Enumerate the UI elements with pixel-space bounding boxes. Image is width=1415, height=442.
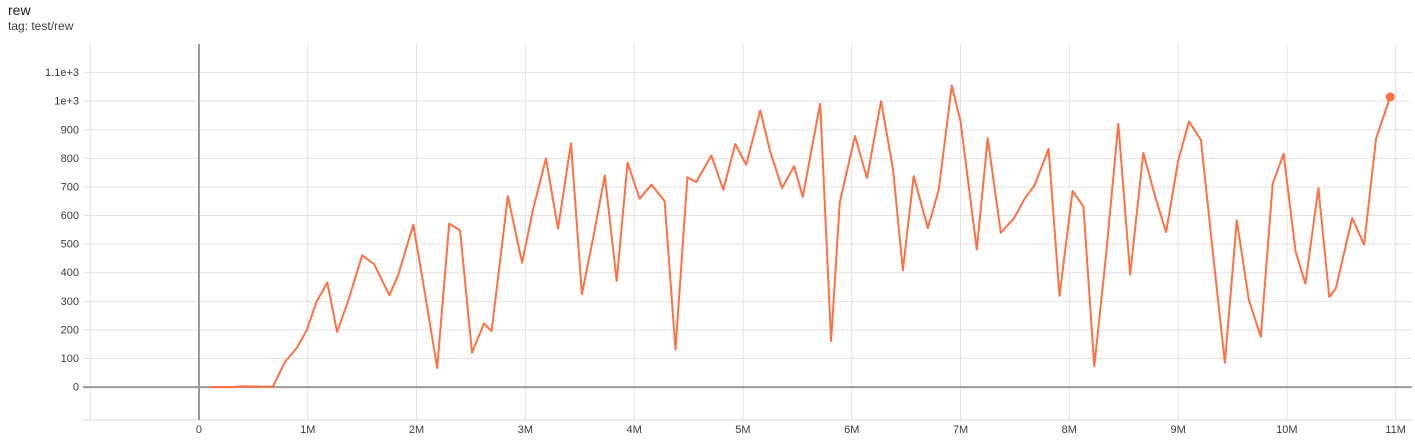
y-tick-label: 900: [61, 124, 79, 136]
y-tick-label: 600: [61, 210, 79, 222]
x-tick-label: 0: [196, 424, 202, 436]
series-line: [209, 84, 1392, 389]
x-tick-label: 3M: [518, 424, 533, 436]
y-tick-label: 300: [61, 296, 79, 308]
y-tick-label: 700: [61, 181, 79, 193]
y-tick-label: 1.1e+3: [45, 67, 79, 79]
x-tick-label: 10M: [1276, 424, 1297, 436]
chart-tag-subtitle: tag: test/rew: [8, 19, 74, 33]
y-tick-label: 500: [61, 239, 79, 251]
y-tick-label: 200: [61, 324, 79, 336]
x-tick-label: 5M: [735, 424, 750, 436]
x-tick-label: 11M: [1385, 424, 1406, 436]
x-tick-label: 2M: [409, 424, 424, 436]
x-tick-label: 9M: [1170, 424, 1185, 436]
y-tick-label: 1e+3: [54, 96, 79, 108]
y-tick-label: 800: [61, 153, 79, 165]
x-tick-label: 6M: [844, 424, 859, 436]
y-tick-label: 100: [61, 353, 79, 365]
x-tick-label: 1M: [300, 424, 315, 436]
y-tick-label: 0: [73, 382, 79, 394]
x-tick-label: 4M: [626, 424, 641, 436]
y-tick-label: 400: [61, 267, 79, 279]
x-tick-label: 8M: [1062, 424, 1077, 436]
chart-title: rew: [8, 2, 31, 18]
x-tick-label: 7M: [953, 424, 968, 436]
end-point-marker: [1385, 92, 1395, 102]
